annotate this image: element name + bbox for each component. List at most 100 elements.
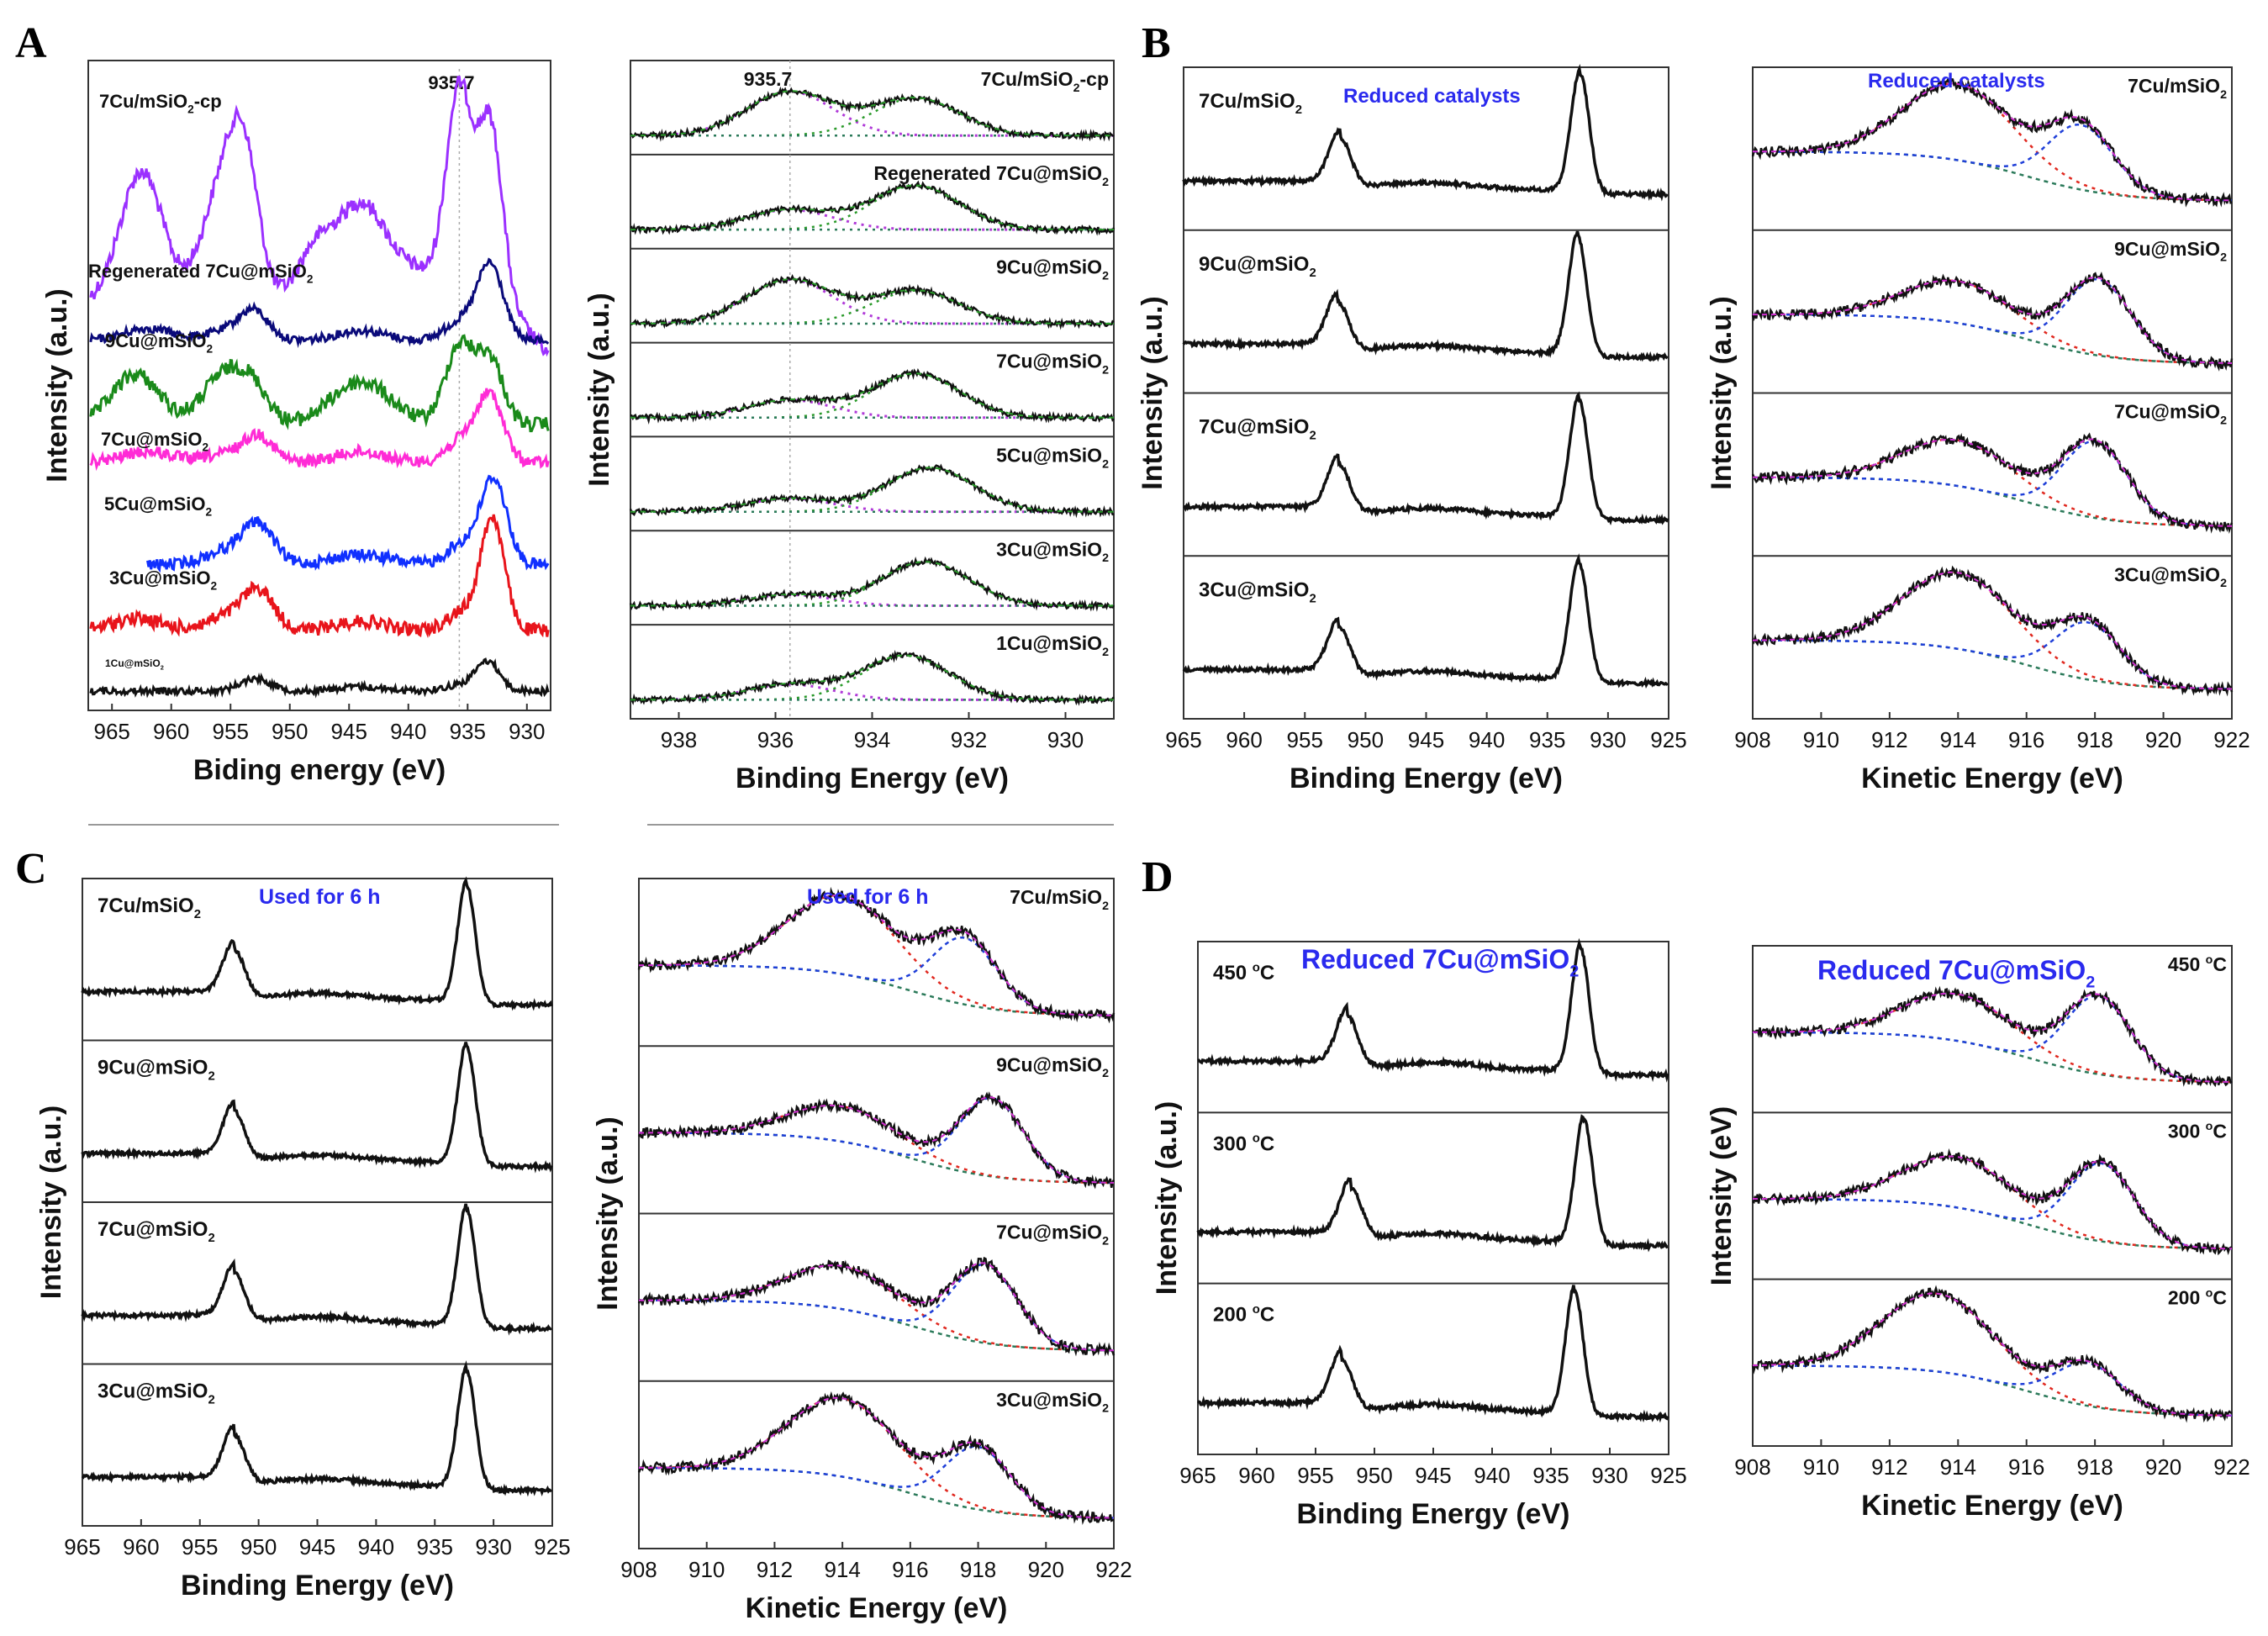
fit-envelope (630, 654, 1114, 701)
x-tick-label: 960 (153, 719, 189, 744)
panel-label-a: A (15, 19, 47, 67)
spectrum-line (81, 1203, 552, 1336)
x-tick-label: 950 (1348, 727, 1384, 752)
spectrum-line (1752, 985, 2233, 1088)
x-tick-label: 930 (475, 1534, 511, 1559)
spectrum-line (1197, 1285, 1669, 1423)
x-tick-label: 914 (824, 1557, 860, 1582)
x-tick-label: 955 (182, 1534, 218, 1559)
x-tick-label: 965 (64, 1534, 100, 1559)
panel-annotation: Used for 6 h (259, 885, 380, 909)
series-label: 1Cu@mSiO2 (996, 632, 1109, 659)
fit-background (639, 1299, 1114, 1352)
x-tick-label: 920 (1028, 1557, 1064, 1582)
x-tick-label: 955 (213, 719, 249, 744)
fit-component (630, 594, 1114, 607)
x-tick-label: 925 (1650, 727, 1686, 752)
series-label: 3Cu@mSiO2 (2114, 563, 2227, 590)
x-tick-label: 950 (272, 719, 308, 744)
x-tick-label: 908 (1734, 727, 1770, 752)
series-label: 7Cu/mSiO2 (1199, 90, 1302, 117)
y-axis-label: Intensity (a.u.) (1151, 1101, 1183, 1295)
spectrum-line (630, 180, 1116, 236)
series-label: 7Cu@mSiO2 (996, 351, 1109, 377)
spectrum-line (1752, 1148, 2233, 1256)
panel-annotation: Reduced 7Cu@mSiO2 (1301, 944, 1579, 981)
fit-component (639, 936, 1114, 1017)
series-label: 9Cu@mSiO2 (996, 256, 1109, 283)
x-tick-label: 910 (688, 1557, 725, 1582)
series-label: 9Cu@mSiO2 (2114, 238, 2227, 265)
x-tick-label: 935 (450, 719, 486, 744)
plot-frame (1197, 941, 1669, 1455)
y-axis-label: Intensity (a.u.) (1706, 296, 1738, 489)
x-axis-label: Kinetic Energy (eV) (1861, 1490, 2123, 1522)
x-tick-label: 965 (94, 719, 130, 744)
series-label: 9Cu@mSiO2 (996, 1053, 1109, 1080)
series-line (89, 514, 550, 639)
y-axis-label: Intensity (a.u.) (592, 1116, 624, 1310)
fit-envelope (630, 372, 1114, 419)
series-label: Regenerated 7Cu@mSiO2 (873, 162, 1109, 189)
spectrum-line (1197, 937, 1669, 1083)
panel-annotation: Used for 6 h (807, 885, 928, 909)
y-axis-label: Intensity (a.u.) (1137, 296, 1168, 489)
x-tick-label: 945 (331, 719, 367, 744)
peak-annotation: 935.7 (428, 72, 474, 93)
fit-envelope (639, 1262, 1115, 1352)
spectrum-line (1751, 432, 2234, 535)
fit-envelope (1753, 1155, 2232, 1250)
x-tick-label: 932 (951, 727, 987, 752)
spectrum-line (1182, 64, 1669, 202)
x-tick-label: 910 (1803, 727, 1839, 752)
panel-annotation: Reduced catalysts (1868, 70, 2045, 92)
fit-background (1753, 1197, 2232, 1250)
x-tick-label: 930 (1590, 727, 1626, 752)
series-label: 450 oC (1213, 961, 1274, 984)
y-axis-label: Intensity (a.u.) (583, 293, 615, 486)
x-tick-label: 930 (1591, 1463, 1627, 1488)
series-label: 1Cu@mSiO2 (105, 657, 164, 672)
x-tick-label: 918 (2076, 727, 2112, 752)
x-tick-label: 910 (1803, 1454, 1839, 1480)
x-tick-label: 914 (1940, 1454, 1976, 1480)
spectrum-line (630, 86, 1115, 142)
fit-envelope (1753, 82, 2232, 202)
spectrum-line (1196, 1114, 1669, 1253)
series-label: 7Cu/mSiO2 (98, 895, 201, 921)
y-axis-label: Intensity (eV) (1706, 1106, 1738, 1285)
x-tick-label: 965 (1165, 727, 1201, 752)
x-tick-label: 912 (1871, 1454, 1907, 1480)
x-axis-label: Biding energy (eV) (193, 754, 446, 786)
fit-component (1753, 571, 2233, 690)
x-tick-label: 922 (2213, 1454, 2250, 1480)
panel-label-c: C (15, 845, 47, 893)
series-label: 3Cu@mSiO2 (1199, 578, 1316, 605)
series-label: 7Cu@mSiO2 (2114, 401, 2227, 428)
series-label: 9Cu@mSiO2 (98, 1057, 215, 1084)
series-label: 300 oC (2168, 1120, 2227, 1142)
y-axis-label: Intensity (a.u.) (41, 288, 73, 482)
fit-background (1753, 150, 2232, 202)
x-tick-label: 922 (2213, 727, 2250, 752)
series-line (89, 76, 550, 357)
x-tick-label: 955 (1297, 1463, 1333, 1488)
spectrum-line (637, 1091, 1116, 1190)
spectrum-line (81, 876, 553, 1011)
x-tick-label: 940 (358, 1534, 394, 1559)
series-label: 3Cu@mSiO2 (996, 538, 1109, 565)
series-line (89, 334, 550, 433)
x-tick-label: 940 (1474, 1463, 1510, 1488)
series-label: 5Cu@mSiO2 (996, 444, 1109, 471)
fit-envelope (630, 561, 1114, 607)
x-tick-label: 960 (1238, 1463, 1274, 1488)
spectrum-line (637, 1391, 1115, 1526)
fit-component (630, 90, 1114, 137)
series-line (89, 388, 550, 472)
fit-envelope (1753, 438, 2232, 527)
x-tick-label: 938 (661, 727, 697, 752)
x-tick-label: 930 (509, 719, 545, 744)
spectrum-line (630, 650, 1115, 706)
fit-component (630, 497, 1114, 514)
spectrum-line (1182, 553, 1669, 689)
